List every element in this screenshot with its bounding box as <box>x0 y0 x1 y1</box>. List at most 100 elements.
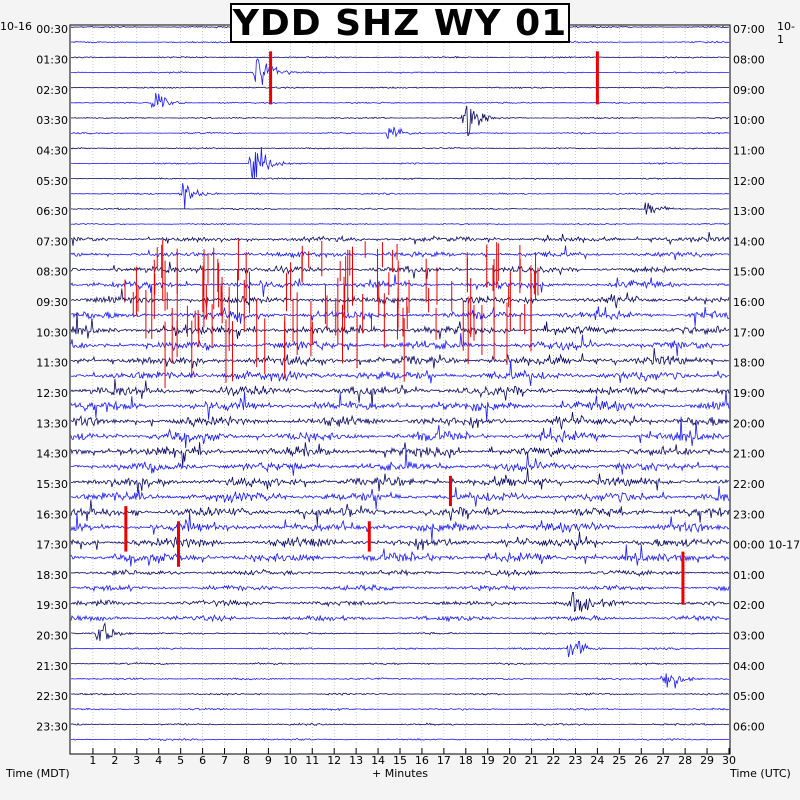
left-tick-label: 14:30 <box>36 448 68 461</box>
trace-line <box>70 511 730 542</box>
right-tick-label: 01:00 <box>733 569 765 582</box>
left-time-axis: 00:30 01:30 02:30 03:30 04:30 05:30 06:30 07:30… <box>36 23 68 733</box>
x-tick-label: 22 <box>547 754 561 767</box>
x-tick-label: 16 <box>415 754 429 767</box>
event-pick-marker <box>681 551 685 605</box>
x-tick-label: 4 <box>155 754 162 767</box>
trace-line <box>70 486 730 510</box>
left-tick-label: 18:30 <box>36 569 68 582</box>
right-tick-label: 10:00 <box>733 114 765 127</box>
x-tick-label: 19 <box>481 754 495 767</box>
left-tick-label: 05:30 <box>36 175 68 188</box>
trace-line <box>71 202 729 215</box>
right-tick-label: 20:00 <box>733 417 765 430</box>
right-axis-title: Time (UTC) <box>730 767 791 780</box>
x-tick-label: 2 <box>111 754 118 767</box>
x-tick-label: 25 <box>612 754 626 767</box>
x-tick-label: 24 <box>590 754 604 767</box>
left-tick-label: 01:30 <box>36 53 68 66</box>
trace-line <box>70 442 730 467</box>
left-tick-label: 09:30 <box>36 296 68 309</box>
x-tick-label: 23 <box>568 754 582 767</box>
event-pick-marker <box>269 51 273 105</box>
x-tick-label: 5 <box>177 754 184 767</box>
event-pick-marker <box>448 475 452 507</box>
x-tick-label: 28 <box>678 754 692 767</box>
right-tick-label: 13:00 <box>733 205 765 218</box>
trace-line <box>70 737 730 742</box>
trace-line <box>70 306 730 327</box>
right-tick-label: 00:00 10-17 <box>733 539 800 552</box>
trace-line <box>70 182 730 209</box>
trace-line <box>71 692 729 696</box>
x-tick-label: 26 <box>634 754 648 767</box>
right-tick-label: 08:00 <box>733 53 765 66</box>
trace-line <box>70 177 730 181</box>
trace-line <box>70 232 730 246</box>
right-tick-label: 16:00 <box>733 296 765 309</box>
left-tick-label: 20:30 <box>36 630 68 643</box>
x-tick-label: 9 <box>265 754 272 767</box>
right-date-label: 10-1 <box>777 20 795 46</box>
right-tick-label: 14:00 <box>733 235 765 248</box>
left-tick-label: 02:30 <box>36 84 68 97</box>
x-tick-label: 13 <box>349 754 363 767</box>
trace-line <box>70 544 730 567</box>
x-tick-label: 11 <box>305 754 319 767</box>
left-tick-label: 16:30 <box>36 508 68 521</box>
right-tick-label: 21:00 <box>733 448 765 461</box>
trace-line <box>70 146 730 150</box>
x-axis-title: + Minutes <box>372 767 429 780</box>
left-tick-label: 10:30 <box>36 326 68 339</box>
right-tick-label: 19:00 <box>733 387 765 400</box>
right-tick-label: 02:00 <box>733 599 765 612</box>
trace-line <box>70 288 730 309</box>
left-tick-label: 19:30 <box>36 599 68 612</box>
x-tick-label: 30 <box>722 754 736 767</box>
right-tick-label: 11:00 <box>733 144 765 157</box>
event-pick-marker <box>176 521 180 567</box>
trace-line <box>70 58 730 85</box>
right-tick-label: 05:00 <box>733 690 765 703</box>
right-tick-label: 06:00 <box>733 721 765 734</box>
left-tick-label: 13:30 <box>36 417 68 430</box>
left-tick-label: 22:30 <box>36 690 68 703</box>
minute-axis: 1 2 3 4 5 6 7 8 9 10 11 12 13 14 15 16 17 18 19 20 21 22 23 24 2… <box>89 748 736 767</box>
trace-line <box>70 92 729 109</box>
right-tick-label: 15:00 <box>733 266 765 279</box>
trace-line <box>70 448 730 476</box>
trace-line <box>70 391 730 422</box>
x-tick-label: 21 <box>525 754 539 767</box>
trace-line <box>70 222 730 226</box>
right-tick-label: 07:00 <box>733 23 765 36</box>
trace-line <box>70 261 730 280</box>
trace-line <box>70 640 730 658</box>
x-tick-label: 27 <box>656 754 670 767</box>
left-tick-label: 00:30 <box>36 23 68 36</box>
x-tick-label: 29 <box>700 754 714 767</box>
left-tick-label: 08:30 <box>36 266 68 279</box>
event-pick-marker <box>367 521 371 552</box>
left-tick-label: 23:30 <box>36 721 68 734</box>
event-pick-marker <box>595 51 599 105</box>
left-tick-label: 12:30 <box>36 387 68 400</box>
trace-line <box>70 105 730 137</box>
left-tick-label: 21:30 <box>36 660 68 673</box>
trace-line <box>70 411 730 430</box>
right-tick-label: 03:00 <box>733 630 765 643</box>
event-picks <box>124 51 685 605</box>
right-tick-label: 17:00 <box>733 326 765 339</box>
trace-line <box>70 722 730 727</box>
trace-line <box>70 468 730 493</box>
trace-line <box>70 707 730 712</box>
trace-line <box>70 360 730 386</box>
left-tick-label: 07:30 <box>36 235 68 248</box>
trace-line <box>70 621 730 642</box>
right-tick-label: 18:00 <box>733 357 765 370</box>
right-tick-label: 04:00 <box>733 660 765 673</box>
event-pick-marker <box>124 506 128 552</box>
trace-line <box>70 614 730 623</box>
trace-line <box>70 592 730 613</box>
left-tick-label: 11:30 <box>36 357 68 370</box>
